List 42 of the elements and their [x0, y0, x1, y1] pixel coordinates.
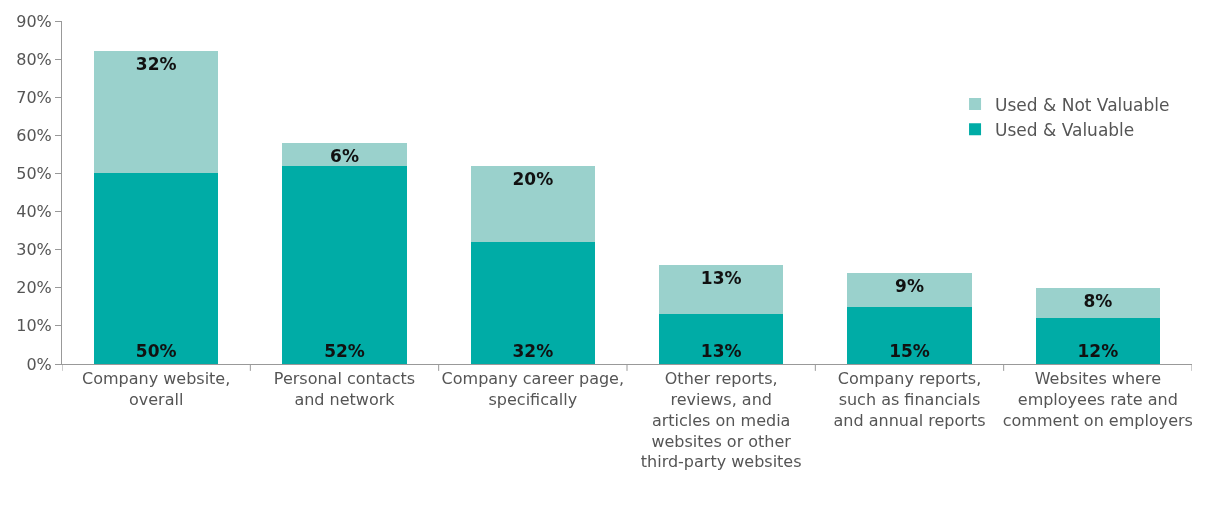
- y-tick-label: 80%: [16, 49, 52, 69]
- y-tick-label: 30%: [16, 240, 52, 260]
- x-tick-label: Personal contacts and network: [273, 369, 416, 409]
- y-tick-label: 40%: [16, 202, 52, 222]
- y-tick-label: 60%: [16, 125, 52, 145]
- data-label: 32%: [135, 54, 177, 75]
- data-label: 52%: [324, 341, 365, 361]
- bar: [470, 165, 595, 243]
- y-tick-label: 50%: [16, 164, 52, 184]
- x-tick-label: Websites where employees rate and comment on employers: [1002, 369, 1193, 430]
- x-tick-label: Company career page, specifically: [441, 369, 625, 409]
- bar: [470, 242, 595, 364]
- bar: [1035, 318, 1160, 364]
- bar: [659, 264, 784, 315]
- data-label: 50%: [135, 341, 177, 361]
- y-tick-label: 10%: [16, 316, 52, 336]
- x-tick-label: Company reports, such as financials and annual reports: [833, 369, 986, 430]
- y-tick-label: 70%: [16, 87, 52, 107]
- bar: [847, 306, 972, 364]
- data-label: 12%: [1077, 341, 1119, 361]
- y-tick-label: 0%: [26, 354, 52, 374]
- data-label: 6%: [330, 145, 359, 166]
- bar: [659, 314, 784, 364]
- data-label: 20%: [512, 168, 554, 189]
- bar: [1035, 287, 1160, 319]
- data-label: 8%: [1083, 290, 1113, 311]
- data-label: 9%: [895, 275, 924, 296]
- bar: [847, 272, 972, 307]
- bar: [94, 173, 219, 364]
- bar: [282, 142, 407, 166]
- x-tick-label: Company website, overall: [82, 369, 231, 409]
- legend-label: Used & Not Valuable: [995, 94, 1170, 115]
- data-label: 13%: [700, 341, 742, 361]
- bar: [282, 165, 407, 364]
- y-tick-label: 20%: [16, 278, 52, 298]
- x-tick-label: Other reports, reviews, and articles on media websites or other third-party websites: [640, 369, 802, 472]
- legend-label: Used & Valuable: [995, 119, 1135, 140]
- bar: [94, 51, 219, 174]
- y-tick-label: 90%: [16, 11, 52, 31]
- data-label: 13%: [700, 267, 742, 288]
- data-label: 32%: [512, 341, 554, 361]
- data-label: 15%: [889, 341, 930, 361]
